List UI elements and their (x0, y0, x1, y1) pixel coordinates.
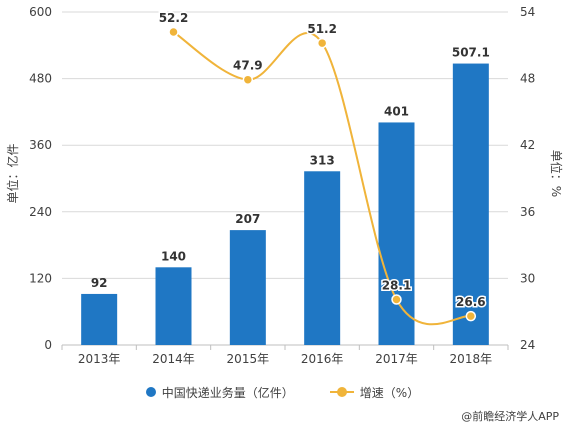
x-tick-label: 2013年 (78, 352, 121, 366)
y2-tick-label: 36 (520, 205, 535, 219)
y-tick-label: 480 (29, 72, 52, 86)
legend-label-volume: 中国快递业务量（亿件） (161, 385, 294, 400)
bar (378, 122, 415, 345)
x-tick-label: 2018年 (450, 352, 493, 366)
x-tick-label: 2014年 (152, 352, 195, 366)
legend-item-growth[interactable]: 增速（%） (329, 384, 420, 401)
y-tick-label: 360 (29, 138, 52, 152)
growth-value-label: 52.2 (159, 11, 189, 25)
legend-line-marker-icon (329, 387, 354, 397)
y-tick-label: 120 (29, 271, 52, 285)
growth-point (242, 74, 254, 85)
bar (304, 171, 341, 345)
bar (155, 267, 192, 345)
growth-line (172, 31, 472, 326)
y2-tick-label: 24 (520, 338, 535, 352)
y-axis-title: 单位：亿件 (5, 143, 20, 203)
legend-bar-marker-icon (145, 387, 156, 397)
growth-point (391, 294, 402, 305)
y-tick-label: 600 (29, 5, 52, 19)
bar-value-label: 92 (91, 276, 108, 290)
growth-value-label: 47.9 (233, 59, 263, 73)
bar (452, 63, 489, 345)
growth-point (316, 37, 328, 49)
y2-tick-label: 30 (520, 271, 535, 285)
y2-tick-label: 42 (520, 138, 535, 152)
bar-value-label: 401 (384, 104, 409, 118)
legend-label-growth: 增速（%） (359, 385, 420, 400)
x-tick-label: 2016年 (301, 352, 344, 366)
legend-item-volume[interactable]: 中国快递业务量（亿件） (145, 384, 294, 401)
bar-value-label: 313 (310, 153, 335, 167)
growth-value-label: 28.1 (382, 278, 412, 292)
growth-point (465, 310, 477, 322)
x-tick-label: 2015年 (227, 352, 270, 366)
bar-value-label: 507.1 (452, 46, 490, 60)
chart: 0 120 240 360 480 600 24 30 36 42 48 54 2013年 2014年 20… (5, 5, 564, 366)
source-credit: @前瞻经济学人APP (461, 410, 559, 423)
bar-value-label: 207 (235, 212, 260, 226)
growth-value-label: 51.2 (307, 22, 337, 36)
growth-value-label: 26.6 (456, 295, 486, 309)
y2-tick-label: 48 (520, 72, 535, 86)
y2-axis-title: 单位：% (549, 150, 564, 197)
bar (81, 293, 118, 345)
y-tick-label: 0 (44, 338, 52, 352)
bar (229, 230, 266, 345)
legend: 中国快递业务量（亿件） 增速（%） (0, 381, 565, 403)
x-tick-label: 2017年 (375, 352, 418, 366)
y-tick-label: 240 (29, 205, 52, 219)
bar-value-label: 140 (161, 249, 186, 263)
growth-point (168, 26, 179, 38)
y2-tick-label: 54 (520, 5, 535, 19)
